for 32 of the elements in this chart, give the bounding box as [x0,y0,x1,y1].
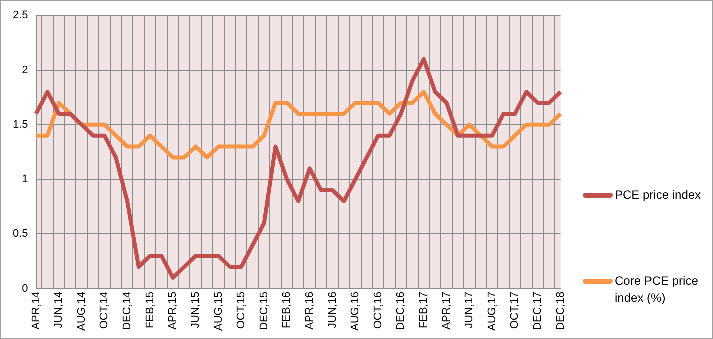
x-tick-label: DEC,17 [532,292,544,330]
x-tick-label: OCT,16 [372,292,384,330]
x-tick-label: FEB,16 [281,292,294,329]
x-tick-label: FEB,15 [144,292,156,329]
x-tick-label: OCT,15 [236,292,248,330]
y-tick-label: 2 [22,64,28,76]
y-tick-label: 0 [22,282,28,295]
x-tick-label: APR,17 [440,292,453,330]
x-tick-label: JUN,14 [53,292,66,329]
legend-label: Core PCE price index (%) [615,273,700,307]
x-tick-label: JUN,16 [326,292,339,329]
x-tick-label: APR,16 [304,292,316,330]
x-tick-label: AUG,15 [212,292,225,332]
x-tick-label: OCT,14 [98,292,111,330]
x-tick-label: AUG,16 [350,292,362,332]
legend-label: PCE price index [615,187,702,204]
x-tick-label: DEC,15 [258,292,270,330]
y-tick-label: 1.5 [12,118,28,131]
x-tick-label: JUN,17 [464,292,476,329]
x-tick-label: AUG,17 [486,292,498,332]
x-tick-label: APR,15 [167,292,180,330]
x-tick-label: APR,14 [30,292,42,330]
x-tick-label: DEC,14 [122,292,134,330]
x-tick-label: DEC,16 [395,292,408,330]
y-tick-label: 2.5 [12,10,28,22]
x-tick-label: OCT,17 [509,292,522,330]
y-tick-label: 0.5 [12,228,28,240]
x-tick-label: JUN,15 [190,292,202,329]
x-tick-label: DEC,18 [554,292,567,330]
x-tick-label: AUG,14 [76,292,88,332]
x-tick-label: FEB,17 [418,292,430,329]
y-tick-label: 1 [22,174,28,186]
